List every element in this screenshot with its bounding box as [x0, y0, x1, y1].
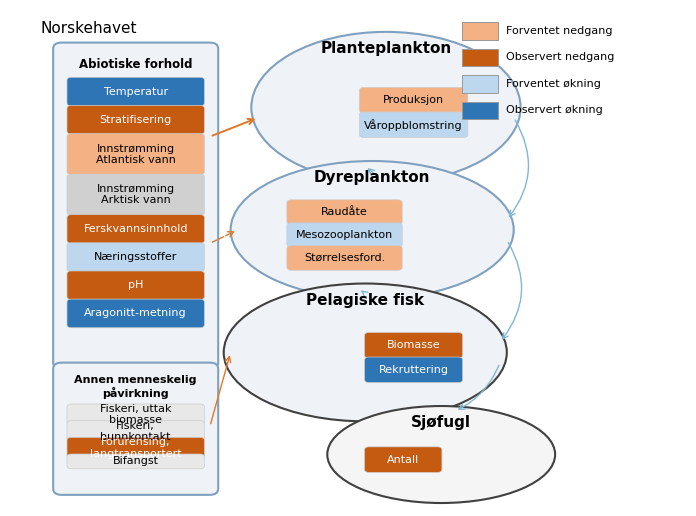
Text: Observert nedgang: Observert nedgang — [506, 53, 615, 62]
Text: pH: pH — [128, 280, 143, 291]
FancyBboxPatch shape — [67, 77, 205, 106]
FancyBboxPatch shape — [67, 134, 205, 174]
Text: Næringsstoffer: Næringsstoffer — [94, 252, 177, 262]
FancyBboxPatch shape — [67, 243, 205, 271]
FancyBboxPatch shape — [462, 22, 498, 40]
FancyBboxPatch shape — [462, 49, 498, 66]
FancyBboxPatch shape — [462, 102, 498, 119]
Text: Temperatur: Temperatur — [104, 87, 168, 96]
FancyBboxPatch shape — [67, 404, 205, 425]
FancyBboxPatch shape — [365, 447, 442, 472]
Text: Produksjon: Produksjon — [383, 95, 444, 105]
FancyBboxPatch shape — [67, 299, 205, 328]
FancyBboxPatch shape — [287, 200, 402, 224]
Text: Innstrømming
Atlantisk vann: Innstrømming Atlantisk vann — [96, 143, 175, 165]
FancyBboxPatch shape — [67, 271, 205, 300]
FancyBboxPatch shape — [287, 223, 402, 247]
Text: Pelagiske fisk: Pelagiske fisk — [306, 293, 425, 308]
FancyBboxPatch shape — [462, 75, 498, 92]
Text: Rekruttering: Rekruttering — [379, 365, 449, 375]
Text: Antall: Antall — [387, 455, 420, 464]
Text: Mesozooplankton: Mesozooplankton — [296, 230, 393, 240]
Text: Forurensing,
langtransportert: Forurensing, langtransportert — [90, 438, 182, 459]
Text: Forventet nedgang: Forventet nedgang — [506, 26, 612, 36]
Text: Sjøfugl: Sjøfugl — [411, 415, 471, 430]
Ellipse shape — [327, 406, 555, 503]
Text: Biomasse: Biomasse — [387, 340, 441, 350]
FancyBboxPatch shape — [67, 438, 205, 459]
FancyBboxPatch shape — [67, 105, 205, 134]
Text: Aragonitt-metning: Aragonitt-metning — [84, 309, 187, 318]
Text: Annen menneskelig
påvirkning: Annen menneskelig påvirkning — [74, 375, 197, 399]
FancyBboxPatch shape — [359, 112, 468, 138]
FancyBboxPatch shape — [287, 246, 402, 270]
Text: Bifangst: Bifangst — [113, 457, 159, 466]
FancyBboxPatch shape — [359, 88, 468, 113]
Text: Dyreplankton: Dyreplankton — [314, 170, 430, 185]
FancyBboxPatch shape — [53, 43, 219, 369]
Text: Abiotiske forhold: Abiotiske forhold — [79, 58, 192, 71]
FancyBboxPatch shape — [67, 454, 205, 469]
FancyBboxPatch shape — [365, 357, 463, 382]
Text: Størrelsesford.: Størrelsesford. — [304, 253, 385, 263]
Text: Raudåte: Raudåte — [321, 207, 368, 217]
Text: Norskehavet: Norskehavet — [41, 21, 137, 36]
Text: Stratifisering: Stratifisering — [100, 115, 172, 125]
Text: Observert økning: Observert økning — [506, 105, 603, 116]
FancyBboxPatch shape — [53, 363, 219, 495]
FancyBboxPatch shape — [67, 215, 205, 244]
Text: Forventet økning: Forventet økning — [506, 79, 601, 89]
FancyBboxPatch shape — [365, 332, 463, 358]
Text: Planteplankton: Planteplankton — [320, 41, 452, 56]
Ellipse shape — [251, 32, 521, 183]
Text: Våroppblomstring: Våroppblomstring — [364, 119, 463, 131]
Text: Fiskeri, uttak
biomasse: Fiskeri, uttak biomasse — [100, 404, 171, 425]
Text: Ferskvannsinnhold: Ferskvannsinnhold — [84, 224, 188, 234]
Ellipse shape — [223, 283, 507, 422]
Text: Fiskeri,
bunnkontakt: Fiskeri, bunnkontakt — [100, 421, 171, 442]
Text: Innstrømming
Arktisk vann: Innstrømming Arktisk vann — [97, 184, 175, 205]
FancyBboxPatch shape — [67, 421, 205, 442]
FancyBboxPatch shape — [67, 174, 205, 215]
Ellipse shape — [230, 161, 514, 299]
